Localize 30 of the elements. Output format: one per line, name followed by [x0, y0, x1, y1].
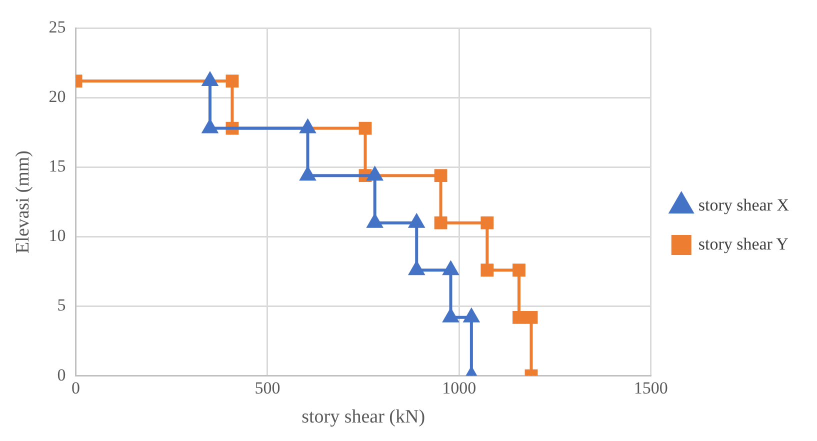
x-tick-label: 1500	[634, 378, 668, 398]
x-tick-label: 500	[254, 378, 280, 398]
y-tick-label: 25	[48, 18, 66, 37]
point	[434, 216, 448, 230]
x-tick-label: 0	[72, 378, 80, 398]
point	[202, 120, 218, 134]
y-tick-label: 5	[57, 296, 66, 315]
point	[367, 214, 382, 228]
x-tick-label: 1000	[442, 378, 476, 398]
point	[358, 122, 372, 135]
point	[367, 167, 382, 181]
point	[443, 262, 458, 276]
y-axis-title: Elevasi (mm)	[12, 150, 34, 254]
x-axis-title: story shear (kN)	[302, 406, 426, 428]
y-tick-label: 10	[48, 226, 66, 246]
point	[443, 308, 458, 322]
point	[202, 72, 218, 86]
point	[409, 214, 424, 228]
point	[464, 308, 479, 322]
point	[300, 167, 316, 181]
point	[226, 74, 239, 88]
point	[480, 216, 494, 230]
y-tick-label: 15	[48, 156, 66, 176]
legend-label: story shear X	[698, 195, 790, 214]
point	[300, 120, 316, 134]
point	[409, 262, 424, 276]
y-tick-label: 0	[57, 365, 66, 384]
point	[434, 169, 448, 182]
y-tick-label: 20	[48, 87, 66, 106]
legend-label: story shear Y	[698, 234, 788, 254]
